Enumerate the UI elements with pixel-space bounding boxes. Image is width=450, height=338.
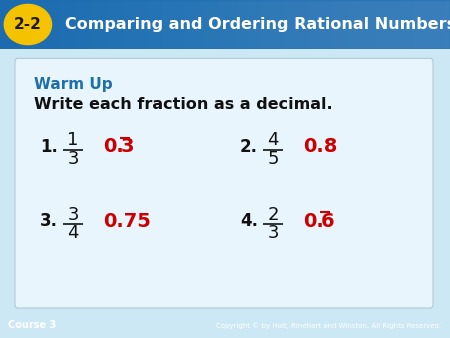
Text: 0.75: 0.75 (103, 212, 151, 231)
Text: 2.: 2. (240, 138, 258, 156)
Text: 0.: 0. (103, 137, 124, 156)
Text: 6: 6 (321, 212, 335, 231)
Text: Comparing and Ordering Rational Numbers: Comparing and Ordering Rational Numbers (65, 17, 450, 32)
Text: Write each fraction as a decimal.: Write each fraction as a decimal. (34, 97, 333, 112)
FancyBboxPatch shape (15, 58, 433, 308)
Text: 3: 3 (121, 137, 135, 156)
Text: 3: 3 (67, 206, 79, 224)
Text: 4: 4 (267, 131, 279, 149)
Text: 2: 2 (267, 206, 279, 224)
Text: 4: 4 (67, 224, 79, 242)
Text: 1: 1 (68, 131, 79, 149)
Text: 0.8: 0.8 (303, 137, 338, 156)
Text: 1.: 1. (40, 138, 58, 156)
Text: Course 3: Course 3 (8, 320, 56, 330)
Text: Warm Up: Warm Up (34, 77, 112, 92)
Text: 3: 3 (67, 150, 79, 168)
Text: 3.: 3. (40, 212, 58, 231)
Text: 5: 5 (267, 150, 279, 168)
Ellipse shape (4, 4, 51, 45)
Text: 3: 3 (267, 224, 279, 242)
Text: 0.: 0. (303, 212, 324, 231)
Text: 2-2: 2-2 (14, 17, 42, 32)
Text: 4.: 4. (240, 212, 258, 231)
Text: Copyright © by Holt, Rinehart and Winston. All Rights Reserved.: Copyright © by Holt, Rinehart and Winsto… (216, 322, 441, 329)
